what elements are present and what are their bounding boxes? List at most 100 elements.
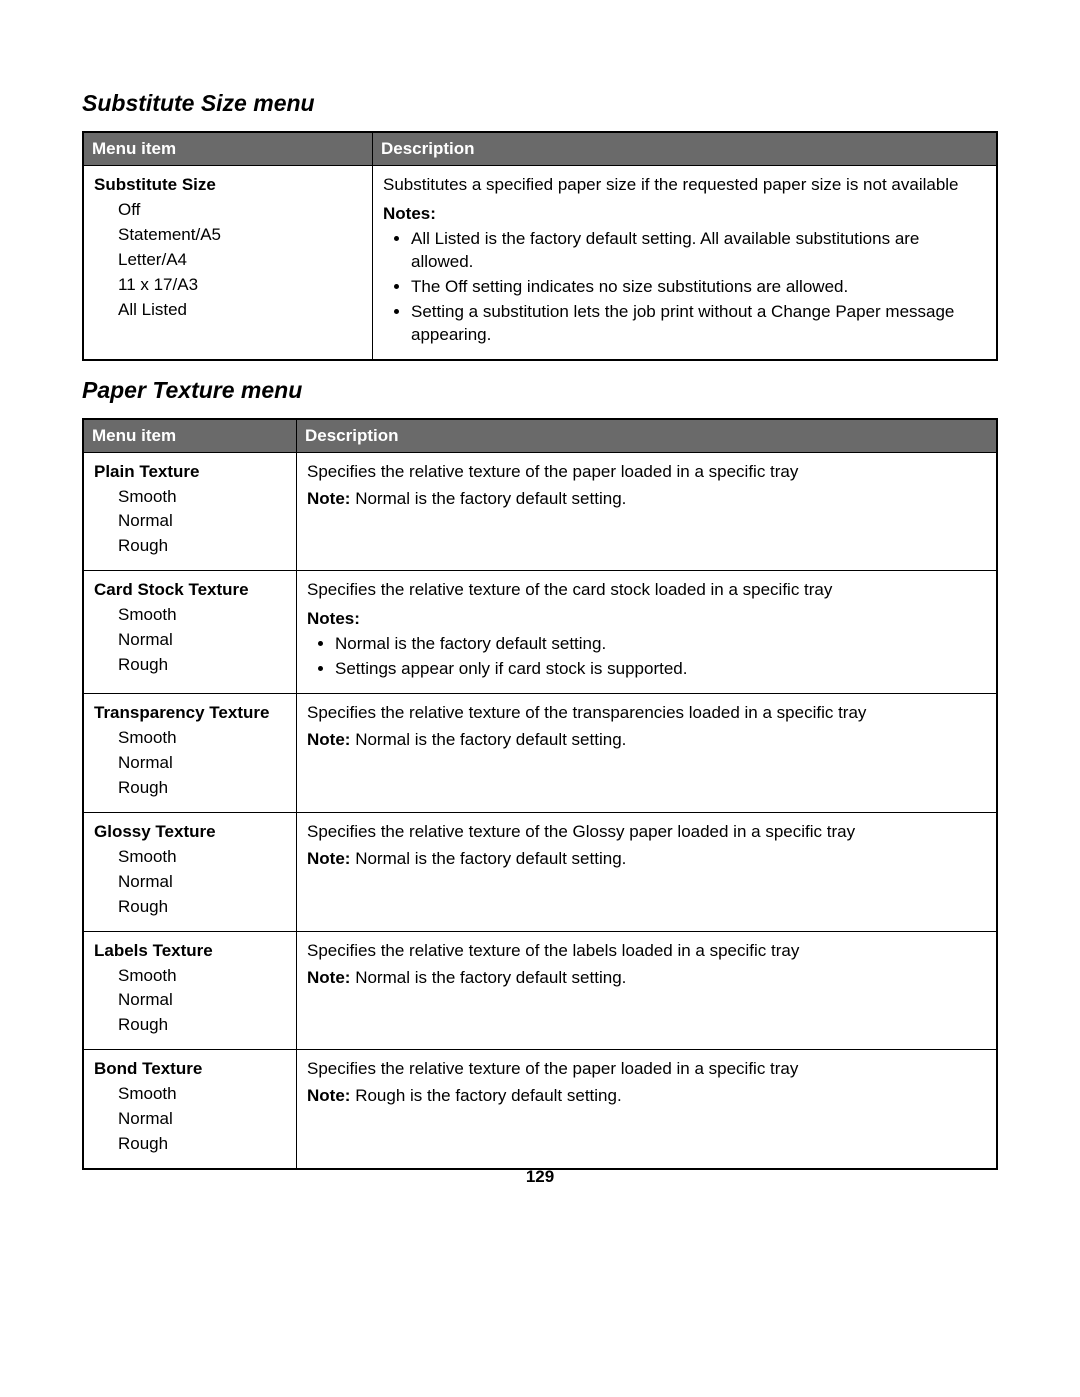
page-number: 129 [0, 1167, 1080, 1187]
table-row: Transparency Texture Smooth Normal Rough… [83, 694, 997, 813]
note-line: Note: Normal is the factory default sett… [307, 489, 626, 508]
option: Rough [118, 1133, 286, 1156]
option-list: Smooth Normal Rough [94, 727, 286, 800]
option-list: Smooth Normal Rough [94, 1083, 286, 1156]
note-label: Note: [307, 849, 350, 868]
description-text: Specifies the relative texture of the tr… [307, 702, 986, 725]
option-list: Smooth Normal Rough [94, 846, 286, 919]
option: Rough [118, 535, 286, 558]
menu-item-cell: Substitute Size Off Statement/A5 Letter/… [83, 166, 373, 360]
description-cell: Specifies the relative texture of the tr… [297, 694, 998, 813]
option: Smooth [118, 1083, 286, 1106]
option: All Listed [118, 299, 362, 322]
option: 11 x 17/A3 [118, 274, 362, 297]
menu-item-cell: Glossy Texture Smooth Normal Rough [83, 812, 297, 931]
description-cell: Specifies the relative texture of the Gl… [297, 812, 998, 931]
option: Smooth [118, 604, 286, 627]
note-line: Note: Normal is the factory default sett… [307, 968, 626, 987]
menu-item-cell: Transparency Texture Smooth Normal Rough [83, 694, 297, 813]
table-header-row: Menu item Description [83, 419, 997, 453]
menu-item-cell: Card Stock Texture Smooth Normal Rough [83, 571, 297, 694]
substitute-size-table: Menu item Description Substitute Size Of… [82, 131, 998, 361]
description-cell: Substitutes a specified paper size if th… [373, 166, 998, 360]
option: Smooth [118, 965, 286, 988]
note-item: Normal is the factory default setting. [335, 633, 986, 656]
paper-texture-table: Menu item Description Plain Texture Smoo… [82, 418, 998, 1171]
note-text: Rough is the factory default setting. [355, 1086, 622, 1105]
note-line: Note: Normal is the factory default sett… [307, 730, 626, 749]
description-cell: Specifies the relative texture of the la… [297, 931, 998, 1050]
description-cell: Specifies the relative texture of the ca… [297, 571, 998, 694]
item-title: Substitute Size [94, 174, 362, 197]
menu-item-cell: Plain Texture Smooth Normal Rough [83, 452, 297, 571]
option: Rough [118, 896, 286, 919]
col-description: Description [297, 419, 998, 453]
col-description: Description [373, 132, 998, 166]
table-row: Plain Texture Smooth Normal Rough Specif… [83, 452, 997, 571]
table-row: Labels Texture Smooth Normal Rough Speci… [83, 931, 997, 1050]
option: Off [118, 199, 362, 222]
note-text: Normal is the factory default setting. [355, 968, 626, 987]
menu-item-cell: Labels Texture Smooth Normal Rough [83, 931, 297, 1050]
note-line: Note: Normal is the factory default sett… [307, 849, 626, 868]
option: Smooth [118, 727, 286, 750]
section1-title: Substitute Size menu [82, 90, 998, 117]
description-text: Specifies the relative texture of the la… [307, 940, 986, 963]
description-text: Specifies the relative texture of the Gl… [307, 821, 986, 844]
option: Normal [118, 510, 286, 533]
option: Letter/A4 [118, 249, 362, 272]
item-title: Transparency Texture [94, 702, 286, 725]
description-text: Substitutes a specified paper size if th… [383, 174, 986, 197]
item-title: Card Stock Texture [94, 579, 286, 602]
table-header-row: Menu item Description [83, 132, 997, 166]
table-row: Card Stock Texture Smooth Normal Rough S… [83, 571, 997, 694]
option: Statement/A5 [118, 224, 362, 247]
item-title: Labels Texture [94, 940, 286, 963]
item-title: Plain Texture [94, 461, 286, 484]
note-line: Note: Rough is the factory default setti… [307, 1086, 622, 1105]
note-text: Normal is the factory default setting. [355, 489, 626, 508]
note-text: Normal is the factory default setting. [355, 849, 626, 868]
option: Normal [118, 989, 286, 1012]
option: Normal [118, 871, 286, 894]
option: Normal [118, 752, 286, 775]
option-list: Off Statement/A5 Letter/A4 11 x 17/A3 Al… [94, 199, 362, 322]
option: Normal [118, 629, 286, 652]
notes-label: Notes: [307, 608, 986, 631]
description-text: Specifies the relative texture of the pa… [307, 1058, 986, 1081]
item-title: Glossy Texture [94, 821, 286, 844]
option: Rough [118, 777, 286, 800]
description-cell: Specifies the relative texture of the pa… [297, 1050, 998, 1169]
table-row: Bond Texture Smooth Normal Rough Specifi… [83, 1050, 997, 1169]
note-label: Note: [307, 1086, 350, 1105]
note-label: Note: [307, 968, 350, 987]
description-text: Specifies the relative texture of the pa… [307, 461, 986, 484]
notes-list: Normal is the factory default setting. S… [307, 633, 986, 681]
item-title: Bond Texture [94, 1058, 286, 1081]
notes-list: All Listed is the factory default settin… [383, 228, 986, 347]
note-item: Setting a substitution lets the job prin… [411, 301, 986, 347]
table-row: Substitute Size Off Statement/A5 Letter/… [83, 166, 997, 360]
col-menu-item: Menu item [83, 419, 297, 453]
note-label: Note: [307, 730, 350, 749]
option: Smooth [118, 846, 286, 869]
option: Normal [118, 1108, 286, 1131]
notes-label: Notes: [383, 203, 986, 226]
note-item: Settings appear only if card stock is su… [335, 658, 986, 681]
menu-item-cell: Bond Texture Smooth Normal Rough [83, 1050, 297, 1169]
description-text: Specifies the relative texture of the ca… [307, 579, 986, 602]
note-item: All Listed is the factory default settin… [411, 228, 986, 274]
note-label: Note: [307, 489, 350, 508]
description-cell: Specifies the relative texture of the pa… [297, 452, 998, 571]
table-row: Glossy Texture Smooth Normal Rough Speci… [83, 812, 997, 931]
col-menu-item: Menu item [83, 132, 373, 166]
option-list: Smooth Normal Rough [94, 486, 286, 559]
option: Rough [118, 1014, 286, 1037]
document-page: Substitute Size menu Menu item Descripti… [0, 0, 1080, 1397]
option-list: Smooth Normal Rough [94, 965, 286, 1038]
option: Smooth [118, 486, 286, 509]
option: Rough [118, 654, 286, 677]
note-text: Normal is the factory default setting. [355, 730, 626, 749]
note-item: The Off setting indicates no size substi… [411, 276, 986, 299]
section2-title: Paper Texture menu [82, 377, 998, 404]
